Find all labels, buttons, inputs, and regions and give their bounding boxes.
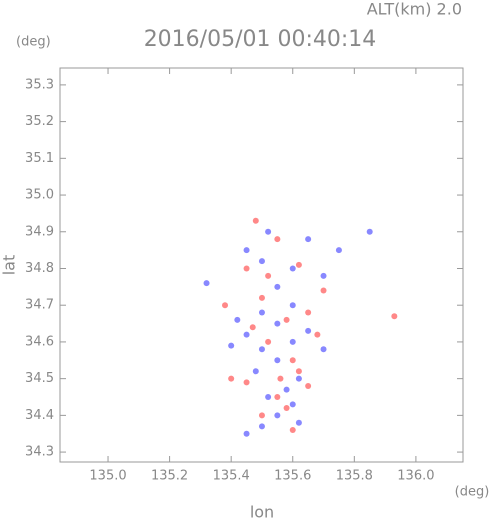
point [295,419,302,426]
point [203,280,210,287]
point [289,265,296,272]
point [289,338,296,345]
point [274,283,281,290]
point [283,316,290,323]
y-tick-label: 34.9 [25,224,54,239]
point [314,331,321,338]
x-tick-label: 135.0 [89,469,126,484]
point [289,427,296,434]
point [243,430,250,437]
point [305,327,312,334]
point [252,217,259,224]
point [234,316,241,323]
point [258,309,265,316]
point [228,342,235,349]
point [222,302,229,309]
plot-frame [59,67,464,463]
point [366,228,373,235]
y-tick-label: 34.5 [25,371,54,386]
y-tick-label: 34.3 [25,445,54,460]
x-tick-label: 136.0 [397,469,434,484]
point [305,236,312,243]
y-tick-label: 34.4 [25,408,54,423]
point [295,368,302,375]
point [295,261,302,268]
x-tick-label: 135.6 [274,469,311,484]
point [274,320,281,327]
point [289,302,296,309]
point [274,394,281,401]
y-tick-label: 34.6 [25,334,54,349]
x-axis-label: lon [250,503,274,521]
x-tick-label: 135.2 [151,469,188,484]
point [391,313,398,320]
y-tick-label: 34.7 [25,298,54,313]
point [258,258,265,265]
point [283,386,290,393]
point [243,265,250,272]
point [305,309,312,316]
point [249,324,256,331]
point [258,294,265,301]
point [243,331,250,338]
y-tick-label: 35.1 [25,151,54,166]
point [277,375,284,382]
y-unit: (deg) [16,35,51,50]
point [295,375,302,382]
point [258,346,265,353]
x-unit: (deg) [455,485,490,500]
y-axis-label: lat [0,255,19,276]
point [228,375,235,382]
point [265,394,272,401]
point [265,228,272,235]
chart-title: 2016/05/01 00:40:14 [144,27,377,52]
x-tick-label: 135.8 [336,469,373,484]
x-tick-label: 135.4 [213,469,250,484]
subtitle: ALT(km) 2.0 [367,0,462,19]
point [305,382,312,389]
point [289,401,296,408]
point [320,346,327,353]
point [274,236,281,243]
point [320,272,327,279]
point [289,357,296,364]
point [258,423,265,430]
point [274,357,281,364]
point [265,338,272,345]
y-tick-label: 34.8 [25,261,54,276]
point [283,405,290,412]
point [243,379,250,386]
point [265,272,272,279]
point [274,412,281,419]
point [320,287,327,294]
point [243,247,250,254]
y-tick-label: 35.3 [25,77,54,92]
y-tick-label: 35.2 [25,114,54,129]
point [335,247,342,254]
point [252,368,259,375]
point [258,412,265,419]
y-tick-label: 35.0 [25,188,54,203]
